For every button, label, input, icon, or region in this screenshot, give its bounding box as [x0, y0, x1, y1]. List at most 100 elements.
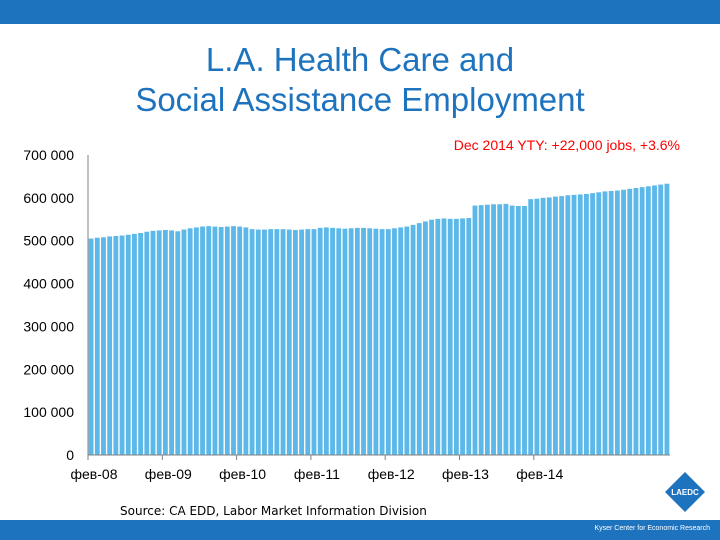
bar: [392, 228, 397, 455]
bar: [299, 229, 305, 455]
bar: [162, 230, 168, 455]
bar: [429, 219, 435, 455]
y-tick-label: 600 000: [23, 190, 74, 206]
bar: [621, 189, 626, 455]
footer-credit: Kyser Center for Economic Research: [594, 525, 710, 532]
bar: [416, 223, 422, 455]
bar: [658, 184, 664, 456]
bar: [317, 227, 323, 455]
bar: [484, 204, 490, 455]
top-accent-bar: [0, 0, 720, 24]
x-tick-label: фев-11: [294, 466, 340, 482]
bar: [224, 226, 230, 455]
bar: [144, 231, 150, 455]
bar: [255, 229, 261, 455]
x-tick-label: фев-08: [71, 466, 118, 482]
bar: [187, 228, 193, 455]
bar: [472, 205, 478, 455]
top-accent-gap: [0, 24, 720, 38]
bar: [522, 206, 527, 455]
bar: [404, 226, 410, 455]
slide-title: L.A. Health Care and Social Assistance E…: [0, 40, 720, 120]
y-tick-label: 400 000: [23, 276, 74, 292]
x-tick-label: фев-10: [219, 466, 266, 482]
y-tick-label: 0: [66, 447, 74, 463]
bar: [385, 229, 391, 455]
title-line-1: L.A. Health Care and: [205, 41, 515, 78]
bar: [156, 230, 162, 455]
x-tick-label: фев-14: [516, 466, 563, 482]
bar: [169, 230, 174, 455]
yty-annotation: Dec 2014 YTY: +22,000 jobs, +3.6%: [453, 137, 680, 153]
bar: [664, 183, 670, 455]
bar: [181, 229, 187, 455]
bar: [540, 197, 546, 455]
y-tick-label: 500 000: [23, 233, 74, 249]
bar: [602, 191, 608, 455]
bar: [280, 229, 286, 455]
bar: [107, 236, 113, 455]
bar: [342, 228, 348, 455]
bar: [94, 237, 100, 455]
bar-series: [88, 183, 670, 456]
bar: [200, 226, 205, 455]
bar: [441, 218, 447, 455]
bar: [559, 196, 565, 455]
y-tick-label: 700 000: [23, 147, 74, 163]
bottom-accent-bar: [0, 520, 720, 540]
bar: [119, 235, 125, 455]
x-tick-label: фев-12: [368, 466, 415, 482]
bar: [243, 227, 249, 455]
y-tick-label: 200 000: [23, 361, 74, 377]
bar: [497, 204, 503, 455]
bar: [423, 221, 428, 455]
bar: [577, 194, 583, 455]
bar: [311, 229, 317, 455]
bar: [546, 197, 552, 455]
bar: [528, 199, 534, 455]
bar: [231, 226, 236, 455]
bar: [571, 194, 577, 455]
bar: [354, 227, 360, 455]
x-axis-ticks: фев-08 фев-09 фев-10 фев-11 фев-12 фев-13 фев-…: [71, 455, 563, 482]
bar: [466, 218, 472, 455]
employment-bar-chart: 0 100 000 200 000 300 000 400 000 500 000 600 …: [23, 147, 670, 482]
bar: [237, 226, 243, 455]
bar: [639, 187, 645, 455]
bar: [453, 218, 459, 455]
bar: [293, 230, 298, 455]
bar: [206, 226, 212, 455]
bar: [286, 229, 292, 455]
bar: [590, 193, 596, 455]
bar: [435, 218, 441, 455]
bar: [410, 224, 416, 455]
bar: [249, 229, 255, 455]
bar: [262, 229, 267, 455]
bar: [379, 229, 385, 455]
bar: [608, 191, 614, 455]
bar: [565, 195, 571, 456]
bar: [88, 238, 94, 455]
laedc-logo: LAEDC: [665, 472, 705, 512]
bar: [323, 227, 329, 455]
bar: [596, 192, 602, 456]
bar: [268, 229, 274, 455]
bar: [125, 234, 131, 455]
x-tick-label: фев-13: [442, 466, 489, 482]
bar: [175, 231, 181, 455]
bar: [101, 237, 106, 455]
bar: [113, 236, 119, 455]
bar: [645, 186, 651, 456]
bar: [330, 227, 335, 455]
bar: [447, 218, 453, 455]
x-tick-label: фев-09: [145, 466, 192, 482]
bar: [348, 228, 354, 455]
bar: [491, 204, 496, 455]
y-tick-label: 300 000: [23, 318, 74, 334]
bar: [361, 227, 366, 455]
bar: [478, 205, 484, 455]
svg-text:LAEDC: LAEDC: [671, 488, 699, 497]
bar: [138, 233, 144, 455]
bar: [218, 227, 224, 455]
bar: [460, 218, 465, 455]
